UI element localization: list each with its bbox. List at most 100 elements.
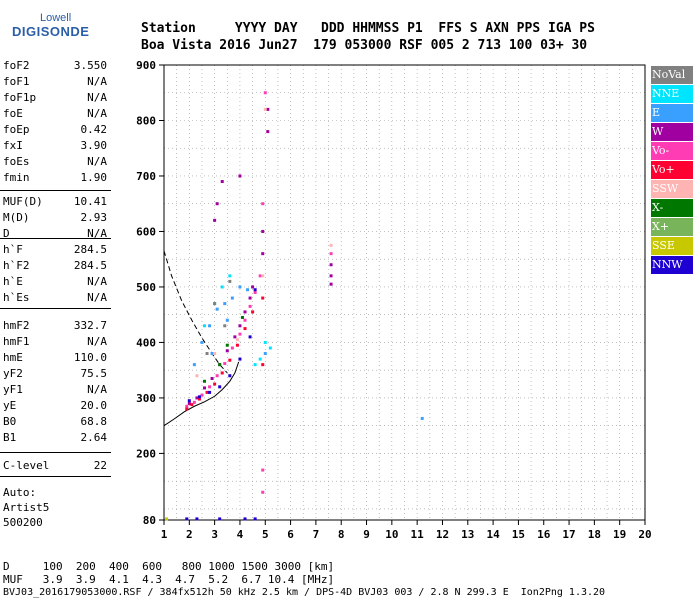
- y-tick-label: 600: [136, 225, 156, 238]
- param-row: MUF(D) 10.41: [3, 194, 107, 210]
- param-divider: [0, 308, 111, 309]
- param-row: M(D) 2.93: [3, 210, 107, 226]
- data-point: [218, 517, 222, 521]
- data-point: [261, 252, 265, 256]
- param-label: hmF2: [3, 319, 30, 332]
- data-point: [197, 397, 201, 401]
- x-tick-label: 9: [363, 528, 370, 541]
- x-tick-label: 3: [211, 528, 218, 541]
- data-point: [329, 274, 333, 278]
- data-point: [203, 386, 207, 390]
- data-point: [243, 327, 247, 331]
- data-point: [208, 385, 212, 389]
- data-point: [253, 363, 257, 367]
- data-point: [200, 393, 204, 397]
- param-label: yF2: [3, 367, 23, 380]
- param-value: N/A: [87, 383, 107, 396]
- y-tick-label: 900: [136, 59, 156, 72]
- param-label: foE: [3, 107, 23, 120]
- data-point: [266, 130, 270, 134]
- y-tick-label: 700: [136, 170, 156, 183]
- param-value: N/A: [87, 275, 107, 288]
- x-tick-label: 16: [537, 528, 551, 541]
- x-tick-label: 7: [313, 528, 320, 541]
- data-point: [238, 332, 242, 336]
- x-tick-label: 19: [613, 528, 626, 541]
- param-value: N/A: [87, 335, 107, 348]
- y-tick-label: 80: [143, 514, 156, 527]
- data-point: [215, 307, 219, 311]
- legend-item: X+: [651, 218, 693, 236]
- data-point: [235, 343, 239, 347]
- param-row: foF1 N/A: [3, 74, 107, 90]
- data-point: [243, 517, 247, 521]
- param-row: hmE 110.0: [3, 350, 107, 366]
- param-value: N/A: [87, 227, 107, 240]
- param-value: 110.0: [73, 351, 107, 364]
- param-value: 284.5: [73, 243, 107, 256]
- data-point: [220, 371, 224, 375]
- footer-file-info: BVJ03_2016179053000.RSF / 384fx512h 50 k…: [3, 587, 606, 598]
- legend-item: E: [651, 104, 693, 122]
- data-point: [195, 517, 199, 521]
- data-point: [261, 274, 265, 278]
- param-row: foEp 0.42: [3, 122, 107, 138]
- param-label: D: [3, 227, 10, 240]
- param-label: B0: [3, 415, 17, 428]
- legend-item: SSE: [651, 237, 693, 255]
- data-point: [203, 379, 207, 383]
- data-point: [329, 263, 333, 267]
- param-row: h`F 284.5: [3, 242, 107, 258]
- data-point: [238, 174, 242, 178]
- data-point: [215, 374, 219, 378]
- data-point: [225, 349, 229, 353]
- param-label: h`Es: [3, 291, 30, 304]
- data-point: [246, 288, 250, 292]
- data-point: [261, 296, 265, 300]
- data-point: [263, 352, 267, 356]
- param-value: 3.90: [80, 139, 108, 152]
- data-point: [187, 401, 191, 405]
- auto-label: Auto:: [3, 486, 37, 499]
- data-point: [235, 338, 239, 342]
- x-tick-label: 14: [486, 528, 500, 541]
- data-point: [220, 285, 224, 289]
- plot-frame: [163, 64, 646, 521]
- param-divider: [0, 452, 111, 453]
- param-value: 0.42: [80, 123, 108, 136]
- profile-curve: [163, 250, 228, 374]
- param-row: B0 68.8: [3, 414, 107, 430]
- data-point: [220, 180, 224, 184]
- param-value: 284.5: [73, 259, 107, 272]
- data-point: [165, 517, 169, 521]
- x-tick-label: 15: [512, 528, 525, 541]
- data-point: [185, 404, 189, 408]
- x-tick-label: 18: [588, 528, 601, 541]
- data-point: [205, 352, 209, 356]
- data-point: [187, 399, 191, 403]
- data-point: [329, 243, 333, 247]
- legend-item: X-: [651, 199, 693, 217]
- param-row: fmin 1.90: [3, 170, 107, 186]
- param-value: 3.550: [73, 59, 107, 72]
- param-value: 10.41: [73, 195, 107, 208]
- x-tick-label: 2: [186, 528, 193, 541]
- data-point: [238, 357, 242, 361]
- logo-digisonde: DIGISONDE: [12, 24, 90, 39]
- param-value: 22: [93, 459, 107, 472]
- param-label: yF1: [3, 383, 23, 396]
- y-tick-label: 400: [136, 336, 156, 349]
- data-point: [251, 285, 255, 289]
- data-point: [329, 282, 333, 286]
- data-point: [185, 407, 189, 411]
- header-values: Boa Vista 2016 Jun27 179 053000 RSF 005 …: [141, 38, 588, 53]
- param-label: foF1: [3, 75, 30, 88]
- param-label: hmE: [3, 351, 23, 364]
- data-point: [203, 324, 207, 328]
- data-point: [261, 490, 265, 494]
- auto-code: 500200: [3, 516, 43, 529]
- param-row: yF1 N/A: [3, 382, 107, 398]
- param-label: hmF1: [3, 335, 30, 348]
- y-tick-label: 800: [136, 114, 156, 127]
